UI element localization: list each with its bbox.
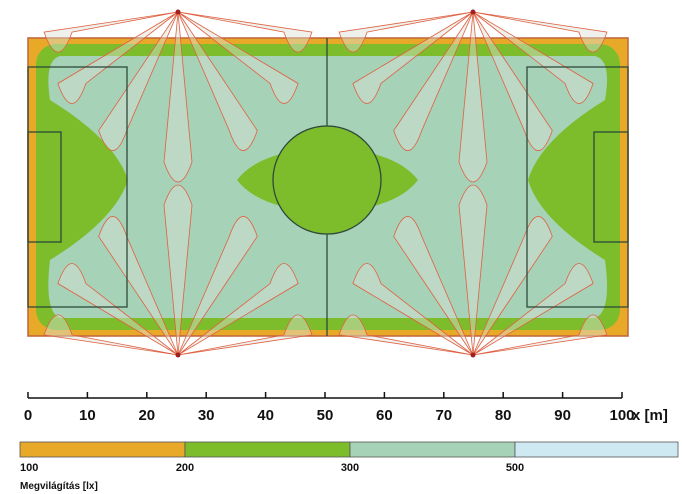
light-beam <box>393 11 474 151</box>
scale-tick-label: 70 <box>435 407 452 424</box>
light-beam <box>177 11 313 53</box>
light-beam <box>458 11 488 183</box>
light-beam <box>338 11 474 53</box>
light-beam <box>458 184 488 356</box>
center-circle <box>272 125 382 235</box>
scale-tick-label: 90 <box>554 407 571 424</box>
scale-tick-label: 50 <box>317 407 334 424</box>
light-beam <box>43 314 179 356</box>
light-beam <box>472 216 553 356</box>
light-beam <box>98 11 179 151</box>
light-beam <box>177 11 299 104</box>
light-beam <box>352 11 474 104</box>
light-beam <box>472 11 553 151</box>
legend-label: 300 <box>341 462 359 474</box>
light-beam <box>43 11 179 53</box>
scale-tick-label: 0 <box>24 407 32 424</box>
floodlight <box>470 352 476 358</box>
scale-tick-label: 30 <box>198 407 215 424</box>
light-beam <box>177 216 258 356</box>
light-beam <box>163 184 193 356</box>
legend-label: 100 <box>20 462 38 474</box>
floodlight-fans <box>43 9 608 358</box>
light-beam <box>177 263 299 356</box>
light-beam <box>393 216 474 356</box>
legend-swatch <box>184 441 351 458</box>
field <box>27 9 629 358</box>
light-beam <box>472 11 594 104</box>
light-beam <box>57 263 179 356</box>
scale-tick-label: 60 <box>376 407 393 424</box>
legend: 100 200 300 500 Megvilágítás [lx] <box>19 441 679 492</box>
light-beam <box>472 11 608 53</box>
light-beam <box>472 314 608 356</box>
light-beam <box>177 11 258 151</box>
goal-area <box>27 131 62 243</box>
scale-tick-label: 80 <box>495 407 512 424</box>
scale-tick-label: 20 <box>138 407 155 424</box>
floodlight <box>175 352 181 358</box>
legend-label: 200 <box>176 462 194 474</box>
goal-area <box>593 131 629 243</box>
light-beam <box>57 11 179 104</box>
floodlight <box>175 9 181 15</box>
field-lines <box>27 38 629 336</box>
scale-unit: x [m] <box>632 407 668 424</box>
legend-swatch <box>514 441 679 458</box>
light-beam <box>163 11 193 183</box>
scale-tick-label: 40 <box>257 407 274 424</box>
light-beam <box>472 263 594 356</box>
legend-title: Megvilágítás [lx] <box>20 481 98 492</box>
light-beam <box>177 314 313 356</box>
legend-label: 500 <box>506 462 524 474</box>
light-beam <box>338 314 474 356</box>
floodlight <box>470 9 476 15</box>
legend-swatch <box>349 441 516 458</box>
scale-tick-label: 10 <box>79 407 96 424</box>
legend-swatch <box>19 441 186 458</box>
scale-tick-label: 100 <box>609 407 634 424</box>
light-beam <box>352 263 474 356</box>
light-beam <box>98 216 179 356</box>
